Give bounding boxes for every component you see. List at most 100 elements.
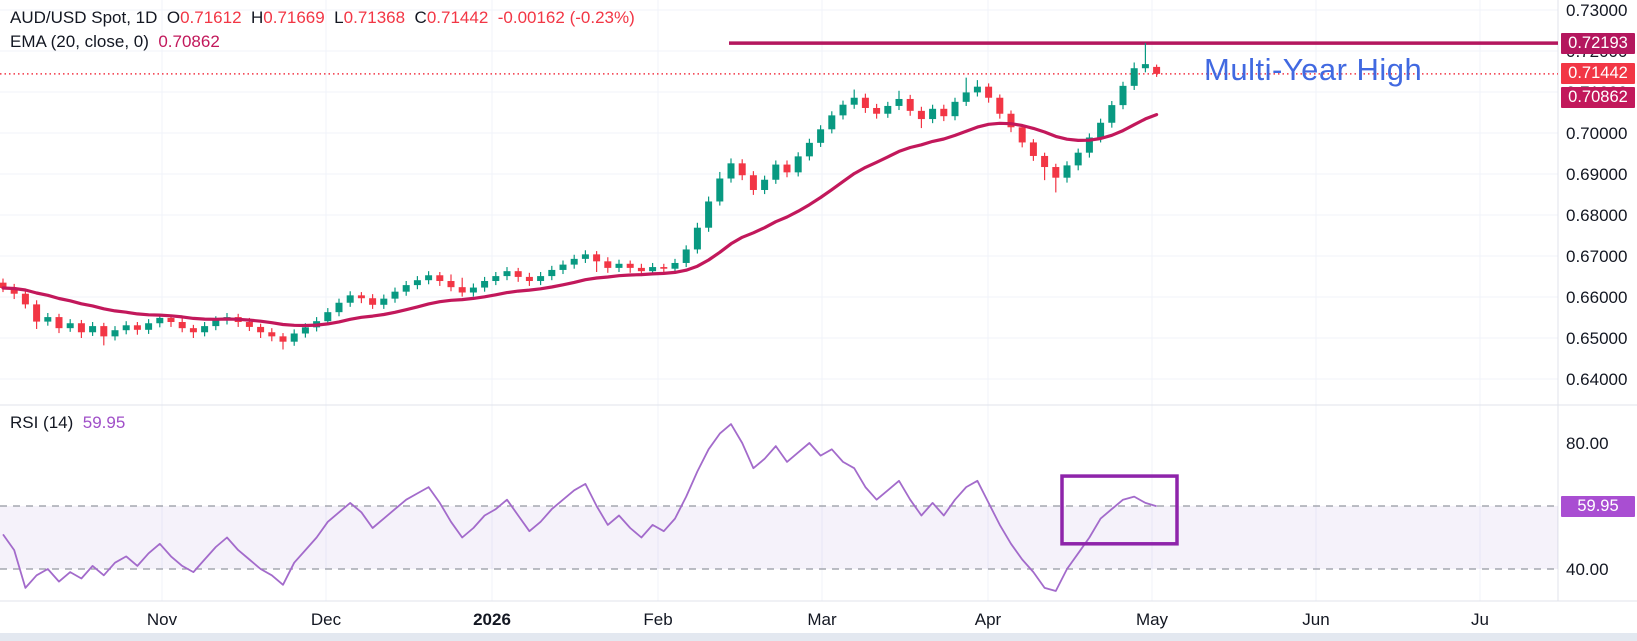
candle-body <box>1018 127 1026 143</box>
rsi-label: RSI (14) <box>10 413 74 432</box>
candle-body <box>626 263 634 268</box>
candle-body <box>1130 68 1138 86</box>
price-tick-label: 0.64000 <box>1566 370 1628 389</box>
candle-body <box>884 105 892 114</box>
candle-body <box>671 262 679 269</box>
rsi-highlight-box[interactable] <box>1060 474 1179 546</box>
candle-body <box>89 326 97 333</box>
close-label: C <box>414 8 427 27</box>
rsi-badge: 59.95 <box>1561 495 1635 517</box>
candle-body <box>257 326 265 333</box>
ema-value: 0.70862 <box>158 32 220 51</box>
close-value: 0.71442 <box>426 8 489 27</box>
candle-body <box>1153 66 1161 74</box>
candle-body <box>268 332 276 337</box>
candle-body <box>828 115 836 130</box>
high-label: H <box>250 8 264 27</box>
multi-year-high-annotation[interactable]: Multi-Year High <box>1204 52 1423 87</box>
candle-body <box>301 327 309 334</box>
candle-body <box>705 201 713 228</box>
price-tick-label: 0.70000 <box>1566 124 1628 143</box>
candle-body <box>55 317 63 329</box>
rsi-band-fill <box>0 506 1558 569</box>
candle-body <box>514 271 522 277</box>
candle-body <box>1097 122 1105 138</box>
candle-body <box>290 333 298 342</box>
candle-body <box>772 164 780 180</box>
candle-body <box>637 267 645 272</box>
candle-body <box>447 281 455 288</box>
candle-body <box>727 163 735 179</box>
rsi-tick-label: 40.00 <box>1566 560 1609 579</box>
candle-body <box>245 322 253 327</box>
candle-body <box>559 264 567 270</box>
rsi-line[interactable] <box>2 423 1157 592</box>
candle-body <box>77 323 85 333</box>
candle-body <box>402 285 410 292</box>
candle-body <box>178 322 186 329</box>
candle-body <box>525 276 533 282</box>
candle-body <box>660 267 668 269</box>
candle-body <box>794 156 802 173</box>
candle-body <box>44 317 52 322</box>
symbol-legend[interactable]: AUD/USD Spot, 1D O0.71612 H0.71669 L0.71… <box>10 8 635 28</box>
rsi-tick-label: 80.00 <box>1566 434 1609 453</box>
candle-body <box>1063 165 1071 178</box>
candle-body <box>805 142 813 157</box>
candle-body <box>1085 137 1093 153</box>
candle-body <box>1007 113 1015 128</box>
candle-body <box>391 291 399 299</box>
candle-body <box>570 258 578 265</box>
candle-body <box>33 304 41 322</box>
time-tick-label: May <box>1135 610 1169 629</box>
ema-legend[interactable]: EMA (20, close, 0) 0.70862 <box>10 32 220 52</box>
candle-body <box>783 164 791 173</box>
candle-body <box>593 254 601 262</box>
low-label: L <box>334 8 344 27</box>
price-tick-label: 0.73000 <box>1566 1 1628 20</box>
candle-body <box>167 317 175 323</box>
candle-body <box>380 298 388 305</box>
candle-body <box>839 104 847 116</box>
candle-body <box>425 275 433 281</box>
candle-body <box>861 97 869 108</box>
candle-body <box>738 163 746 176</box>
candle-body <box>973 86 981 93</box>
candle-body <box>436 275 444 282</box>
candle-body <box>100 326 108 337</box>
low-value: 0.71368 <box>343 8 406 27</box>
candle-body <box>369 298 377 305</box>
candle-body <box>985 86 993 98</box>
candle-body <box>548 269 556 277</box>
time-tick-label: Ju <box>1471 610 1489 629</box>
candle-body <box>537 276 545 282</box>
high-value: 0.71669 <box>263 8 325 27</box>
candle-body <box>962 92 970 102</box>
candle-body <box>156 317 164 324</box>
bottom-toolbar-strip <box>0 633 1637 641</box>
candle-body <box>346 295 354 303</box>
candle-body <box>906 98 914 111</box>
candle-body <box>817 129 825 143</box>
candle-body <box>335 302 343 313</box>
ema-line[interactable] <box>1 113 1159 328</box>
time-tick-label: 2026 <box>473 610 511 629</box>
open-value: 0.71612 <box>180 8 242 27</box>
candle-body <box>212 320 220 327</box>
candle-body <box>66 323 74 329</box>
candle-body <box>201 326 209 333</box>
candle-body <box>1052 167 1060 178</box>
rsi-legend[interactable]: RSI (14) 59.95 <box>10 413 125 433</box>
change-value: -0.00162 (-0.23%) <box>497 8 635 27</box>
candle-body <box>895 98 903 106</box>
price-tick-label: 0.65000 <box>1566 329 1628 348</box>
symbol-title: AUD/USD Spot, 1D <box>10 8 158 27</box>
price-badge: 0.71442 <box>1561 63 1635 85</box>
time-tick-label: Feb <box>643 610 673 629</box>
rsi-value: 59.95 <box>82 413 126 432</box>
price-badge: 0.70862 <box>1561 87 1635 109</box>
candle-body <box>111 330 119 337</box>
candle-body <box>604 261 612 268</box>
time-tick-label: Mar <box>807 610 837 629</box>
